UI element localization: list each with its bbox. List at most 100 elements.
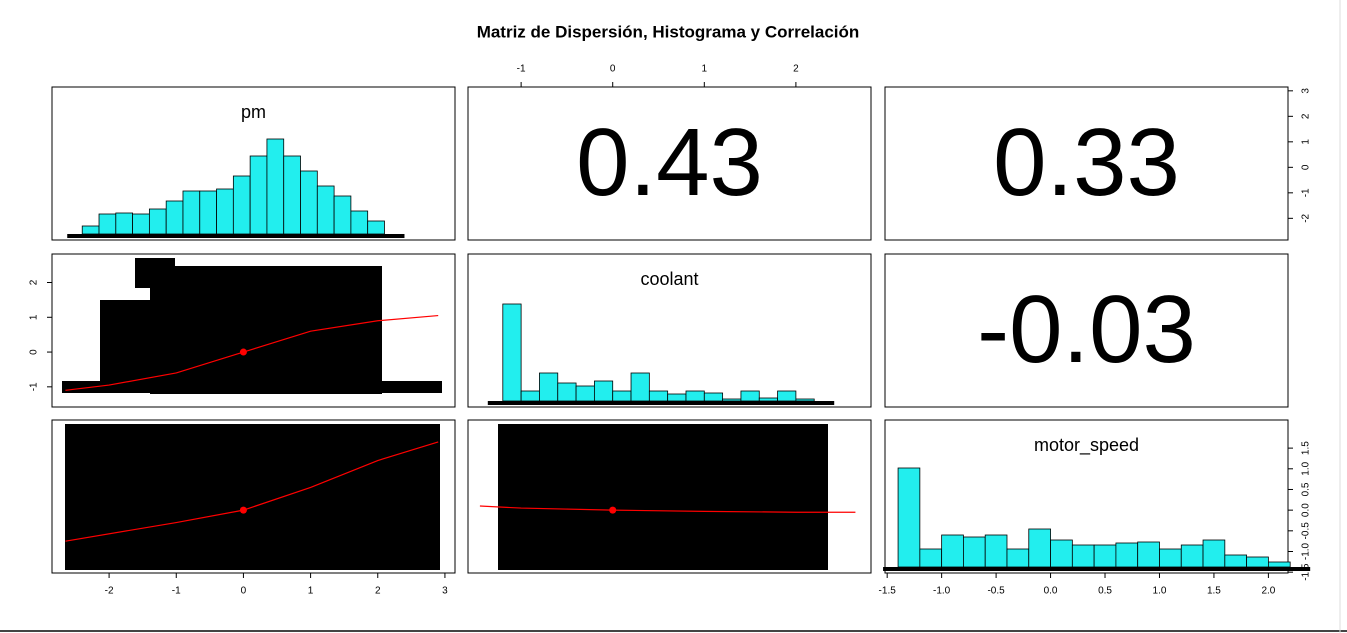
- hist-bar: [266, 138, 285, 235]
- variable-name: motor_speed: [1034, 435, 1139, 456]
- hist-bar: [648, 390, 669, 402]
- chart-title: Matriz de Dispersión, Histograma y Corre…: [477, 22, 860, 41]
- hist-bar: [941, 534, 964, 568]
- hist-bar: [593, 380, 614, 402]
- hist-bar: [316, 185, 335, 235]
- hist-bar: [132, 213, 150, 235]
- mean-point: [239, 506, 247, 514]
- point-cloud: [150, 266, 382, 394]
- y-tick-label: 0: [1301, 164, 1312, 170]
- mean-point: [239, 348, 247, 356]
- correlation: 0.33: [993, 109, 1180, 216]
- hist-bar: [81, 225, 100, 235]
- hist-bar: [703, 392, 724, 402]
- x-tick-label: 1.5: [1207, 586, 1221, 597]
- correlation: 0.43: [576, 109, 763, 216]
- x-tick-label: 3: [442, 586, 448, 597]
- panel-frame: [467, 419, 872, 574]
- hist-bar: [897, 467, 921, 568]
- x-tick-label: 1.0: [1153, 586, 1167, 597]
- mean-point: [609, 506, 617, 514]
- hist-bar: [1115, 542, 1139, 568]
- panel-frame: [467, 86, 872, 241]
- hist-bar: [630, 372, 650, 402]
- panel-frame: [884, 253, 1289, 408]
- y-tick-label: -2: [1301, 213, 1312, 222]
- correlation: -0.03: [977, 276, 1196, 383]
- hist-bar: [1159, 548, 1182, 568]
- variable-name: coolant: [640, 269, 698, 289]
- hist-bar: [1180, 544, 1204, 568]
- smooth-line: [479, 505, 856, 513]
- hist-bar: [984, 534, 1008, 568]
- hist-bar: [367, 220, 385, 235]
- hist-bar: [98, 213, 117, 235]
- hist-bar: [575, 385, 595, 402]
- y-tick-label: 2: [1301, 113, 1312, 119]
- y-tick-label: 1.0: [1301, 461, 1312, 475]
- hist-bar: [795, 398, 815, 402]
- x-tick-label: -2: [105, 586, 114, 597]
- hist-bar: [1137, 541, 1160, 568]
- x-tick-label: -0.5: [987, 586, 1005, 597]
- hist-bar: [1093, 544, 1117, 568]
- x-tick-label: 0: [610, 64, 616, 75]
- hist-bar: [249, 155, 268, 235]
- hist-bar: [1246, 556, 1269, 568]
- y-tick-label: 0.5: [1301, 482, 1312, 496]
- hist-bar: [740, 390, 760, 402]
- hist-bar: [300, 170, 318, 235]
- point-cloud: [100, 300, 160, 390]
- x-tick-label: 1: [308, 586, 314, 597]
- panel-frame: [51, 253, 456, 408]
- hist-bar: [350, 210, 369, 235]
- hist-bar: [1267, 561, 1291, 568]
- x-tick-label: 2: [375, 586, 381, 597]
- y-tick-label: -1.0: [1301, 542, 1312, 560]
- hist-bar: [502, 303, 522, 402]
- y-tick-label: 1: [1301, 139, 1312, 145]
- y-tick-label: -1: [1301, 188, 1312, 197]
- y-tick-label: 2: [29, 279, 40, 285]
- hist-bar: [1202, 539, 1226, 568]
- x-tick-label: 0.0: [1044, 586, 1058, 597]
- x-tick-label: 2: [793, 64, 799, 75]
- x-tick-label: 0: [241, 586, 247, 597]
- x-tick-label: -1.5: [879, 586, 897, 597]
- hist-bar: [148, 208, 167, 235]
- hist-bar: [1028, 528, 1051, 568]
- y-tick-label: 1.5: [1301, 441, 1312, 455]
- hist-bar: [165, 200, 184, 235]
- hist-bar: [557, 382, 577, 402]
- panel-frame: [51, 419, 456, 574]
- variable-name: pm: [241, 102, 266, 122]
- y-tick-label: -1.5: [1301, 563, 1312, 581]
- hist-bar: [199, 190, 217, 235]
- hist-bar: [520, 390, 540, 402]
- hist-bar: [115, 212, 134, 235]
- hist-bar: [333, 195, 352, 235]
- x-tick-label: 1: [702, 64, 708, 75]
- y-tick-label: 1: [29, 314, 40, 320]
- y-tick-label: 0: [29, 349, 40, 355]
- hist-bar: [1224, 554, 1248, 568]
- hist-bar: [612, 390, 632, 402]
- hist-bar: [777, 390, 797, 402]
- panel-frame: [51, 86, 456, 241]
- hist-bar: [667, 393, 687, 402]
- x-tick-label: 0.5: [1098, 586, 1112, 597]
- point-cloud: [65, 424, 440, 570]
- hist-bar: [232, 175, 251, 235]
- x-tick-label: -1: [517, 64, 526, 75]
- panel-frame: [884, 86, 1289, 241]
- smooth-line: [65, 441, 439, 542]
- panel-frame: [884, 419, 1289, 574]
- point-cloud: [498, 424, 828, 570]
- x-tick-label: -1: [172, 586, 181, 597]
- y-tick-label: 0.0: [1301, 503, 1312, 517]
- y-tick-label: 3: [1301, 88, 1312, 94]
- hist-bar: [216, 188, 234, 235]
- hist-bar: [182, 190, 201, 235]
